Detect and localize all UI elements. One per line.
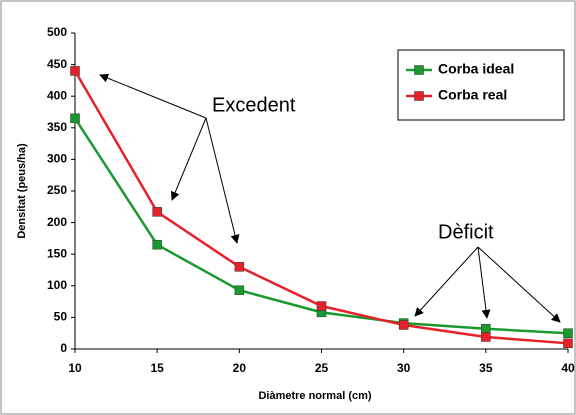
annotation-excedent: Excedent [99, 73, 296, 244]
legend-marker [414, 65, 424, 75]
y-tick-label: 450 [47, 57, 67, 71]
x-tick-label: 40 [561, 361, 575, 375]
arrow [205, 117, 240, 244]
arrow [477, 246, 491, 319]
y-tick-label: 250 [47, 183, 67, 197]
y-tick-label: 0 [60, 341, 67, 355]
y-tick-label: 200 [47, 215, 67, 229]
x-tick-label: 10 [68, 361, 82, 375]
marker [234, 285, 245, 295]
marker [152, 207, 162, 217]
legend-marker [414, 91, 424, 101]
marker [563, 338, 573, 349]
y-tick-label: 350 [47, 120, 67, 134]
marker [70, 113, 80, 124]
legend-label: Corba ideal [438, 61, 514, 77]
y-tick-label: 300 [47, 152, 67, 166]
marker [152, 239, 162, 250]
y-tick-label: 100 [47, 278, 67, 292]
y-tick-label: 400 [47, 88, 67, 102]
arrow [170, 117, 207, 201]
marker [481, 332, 491, 342]
marker [398, 320, 409, 330]
plot-area: 0 50 100 150 200 250 300 350 400 450 500 10 15 20 25 30… [47, 25, 575, 375]
annotation-text: Excedent [212, 94, 296, 116]
x-tick-label: 25 [315, 361, 329, 375]
marker [316, 301, 327, 311]
y-tick-label: 150 [47, 246, 67, 260]
arrow [477, 246, 561, 323]
marker [563, 328, 573, 338]
legend-box [397, 49, 565, 121]
y-tick-label: 500 [47, 25, 67, 39]
annotation-text: Dèficit [438, 221, 494, 243]
annotation-deficit: Dèficit [414, 221, 561, 323]
marker [481, 324, 491, 334]
x-tick-label: 35 [479, 361, 493, 375]
marker [234, 262, 245, 272]
y-axis-title: Densitat (peus/ha) [16, 143, 28, 239]
x-tick-label: 20 [233, 361, 247, 375]
x-tick-label: 15 [150, 361, 164, 375]
x-tick-label: 30 [397, 361, 411, 375]
arrow [414, 246, 479, 317]
legend-label: Corba real [438, 87, 507, 103]
arrow [99, 73, 207, 119]
x-axis-title: Diàmetre normal (cm) [258, 390, 371, 402]
marker [70, 66, 80, 76]
y-tick-label: 50 [54, 310, 68, 324]
